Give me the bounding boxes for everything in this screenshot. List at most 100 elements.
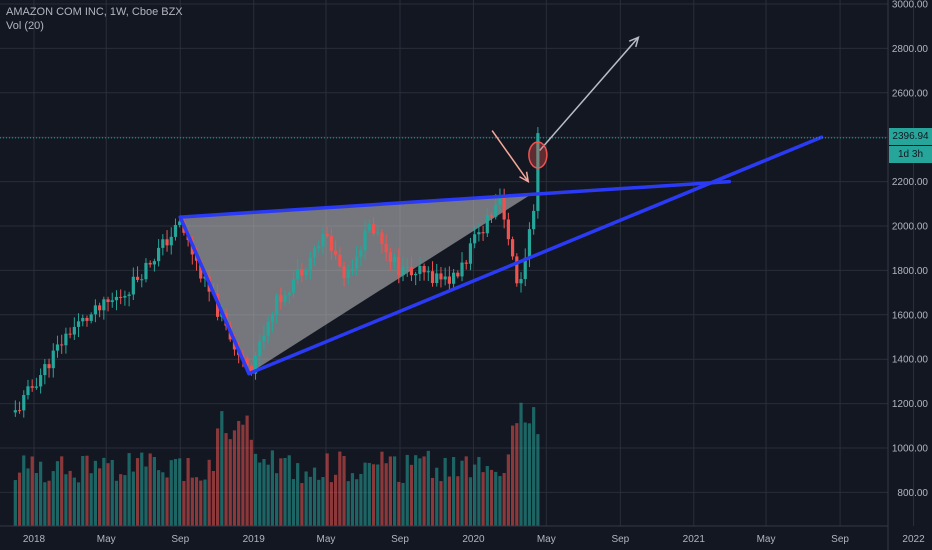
- volume-bar: [245, 415, 249, 526]
- time-tick-label: May: [537, 534, 556, 545]
- candle-body: [376, 232, 380, 234]
- candle-body: [527, 229, 532, 258]
- candle-body: [519, 279, 523, 284]
- candle-body: [152, 261, 156, 265]
- volume-bar: [371, 464, 376, 526]
- volume-bar: [439, 481, 443, 526]
- candle-body: [102, 299, 106, 311]
- candle-body: [55, 344, 60, 351]
- time-tick-label: Sep: [611, 534, 629, 545]
- highlight-ellipse[interactable]: [528, 141, 548, 169]
- volume-bar: [190, 477, 194, 526]
- candle-body: [329, 236, 333, 251]
- candle-body: [89, 314, 93, 321]
- trend-line[interactable]: [247, 135, 824, 376]
- volume-bar: [47, 480, 51, 526]
- volume-bar: [182, 480, 186, 526]
- triangle-edge-line[interactable]: [178, 215, 251, 376]
- volume-bar: [536, 434, 540, 526]
- candle-body: [199, 260, 203, 279]
- volume-bar: [291, 479, 296, 526]
- time-tick-label: 2018: [23, 534, 46, 545]
- volume-bar: [148, 453, 152, 526]
- volume-bar: [26, 468, 30, 526]
- time-tick-label: Sep: [171, 534, 189, 545]
- candle-body: [321, 233, 325, 247]
- volume-bar: [451, 456, 456, 526]
- grid-lines: [0, 0, 915, 526]
- candle-body: [127, 294, 131, 296]
- volume-bar: [211, 470, 215, 526]
- price-tick-label: 1000.00: [892, 444, 929, 455]
- volume-bar: [220, 411, 224, 526]
- price-tick-label: 1800.00: [892, 266, 929, 277]
- candle-body: [397, 256, 401, 276]
- candle-body: [473, 234, 477, 244]
- pointer-arrow-head[interactable]: [519, 171, 530, 184]
- trend-line[interactable]: [178, 179, 732, 219]
- volume-bar: [392, 456, 397, 526]
- volume-bars: [13, 402, 540, 526]
- price-tick-label: 2000.00: [892, 222, 929, 233]
- candle-body: [435, 273, 439, 284]
- volume-bar: [114, 480, 119, 526]
- symbol-title[interactable]: AMAZON COM INC, 1W, Cboe BZX: [6, 6, 183, 18]
- volume-bar: [89, 473, 93, 526]
- pointer-arrow[interactable]: [491, 130, 529, 183]
- candle-body: [169, 236, 173, 246]
- volume-bar: [232, 430, 237, 526]
- candle-body: [380, 232, 384, 244]
- candle-body: [439, 273, 443, 280]
- candle-body: [308, 257, 312, 270]
- candle-body: [498, 194, 502, 205]
- volume-bar: [161, 472, 165, 526]
- volume-bar: [384, 463, 388, 526]
- volume-bar: [17, 472, 22, 526]
- bar-countdown-tag: 1d 3h: [889, 146, 932, 163]
- time-tick-label: May: [97, 534, 116, 545]
- volume-bar: [287, 455, 291, 526]
- volume-bar: [140, 452, 144, 526]
- candle-body: [283, 295, 287, 302]
- target-arrow[interactable]: [539, 36, 639, 152]
- candle-body: [165, 239, 169, 246]
- volume-indicator-label[interactable]: Vol (20): [6, 20, 44, 32]
- candle-body: [460, 262, 464, 277]
- volume-bar: [30, 456, 34, 526]
- candle-body: [178, 221, 182, 225]
- volume-bar: [510, 425, 515, 526]
- volume-bar: [477, 456, 481, 526]
- drawings[interactable]: [0, 36, 888, 376]
- volume-bar: [102, 457, 106, 526]
- volume-bar: [489, 469, 494, 526]
- current-price-tag: 2396.94: [889, 128, 932, 145]
- volume-bar: [321, 477, 325, 526]
- candle-body: [266, 321, 270, 336]
- volume-bar: [106, 463, 110, 526]
- candle-body: [405, 266, 409, 268]
- candle-body: [296, 269, 300, 280]
- volume-bar: [39, 461, 43, 526]
- volume-bar: [194, 477, 199, 526]
- volume-bar: [523, 422, 527, 526]
- candle-body: [287, 292, 291, 296]
- volume-bar: [329, 482, 333, 526]
- candle-body: [13, 410, 17, 413]
- volume-bar: [157, 470, 161, 526]
- candle-body: [135, 276, 140, 280]
- target-arrow-head[interactable]: [628, 36, 640, 48]
- volume-bar: [266, 464, 270, 526]
- candle-body: [123, 295, 127, 298]
- candle-body: [161, 239, 165, 248]
- volume-bar: [506, 454, 510, 526]
- candle-body: [85, 317, 89, 321]
- candle-body: [253, 355, 258, 374]
- time-tick-label: 2019: [243, 534, 266, 545]
- candle-body: [317, 246, 321, 249]
- volume-bar: [144, 466, 148, 526]
- volume-bar: [76, 482, 81, 526]
- candle-body: [30, 386, 34, 388]
